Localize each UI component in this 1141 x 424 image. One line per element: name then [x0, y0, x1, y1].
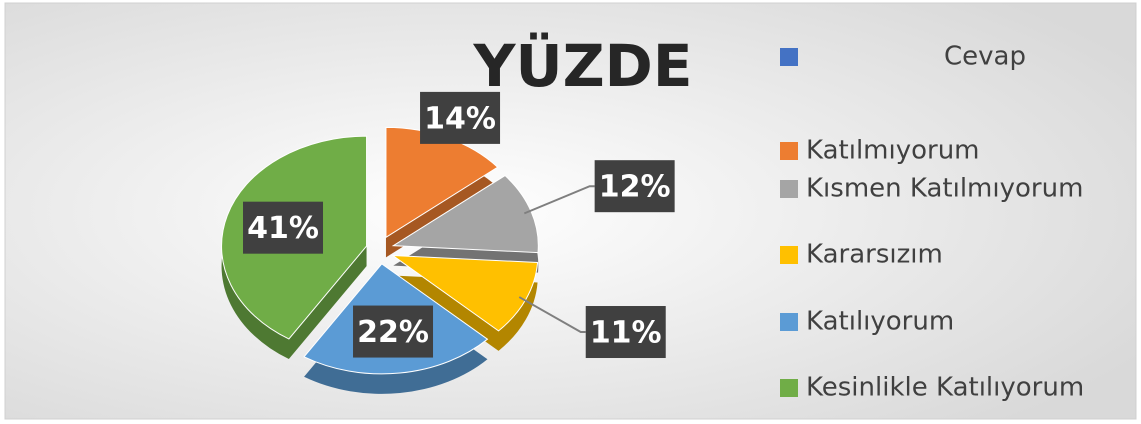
data-label: 11% [590, 316, 662, 351]
legend-label: Katılmıyorum [806, 136, 980, 166]
leader-line [523, 185, 595, 215]
data-label: 22% [357, 315, 429, 350]
data-label-box [585, 306, 666, 359]
legend-swatch [780, 313, 798, 331]
legend-swatch [780, 246, 798, 264]
data-label: 12% [599, 170, 671, 205]
legend-swatch [780, 379, 798, 397]
legend-swatch [780, 48, 798, 66]
legend-label: Kararsızım [806, 240, 943, 270]
legend-swatch [780, 142, 798, 160]
legend-label: Kısmen Katılmıyorum [806, 174, 1083, 204]
chart-title: YÜZDE [473, 31, 693, 100]
slice [391, 174, 539, 254]
legend-label: Katılıyorum [806, 307, 954, 337]
data-label: 14% [424, 101, 496, 136]
leader-line [518, 296, 586, 334]
data-label-box [243, 201, 324, 254]
legend-swatch [780, 180, 798, 198]
chart-background [4, 2, 1137, 420]
slice [391, 254, 539, 332]
legend-header: Cevap [944, 42, 1026, 72]
data-label: 41% [247, 211, 319, 246]
data-label-box [594, 160, 675, 213]
legend-label: Kesinlikle Katılıyorum [806, 373, 1084, 403]
data-label-box [420, 91, 501, 144]
data-label-box [353, 305, 434, 358]
